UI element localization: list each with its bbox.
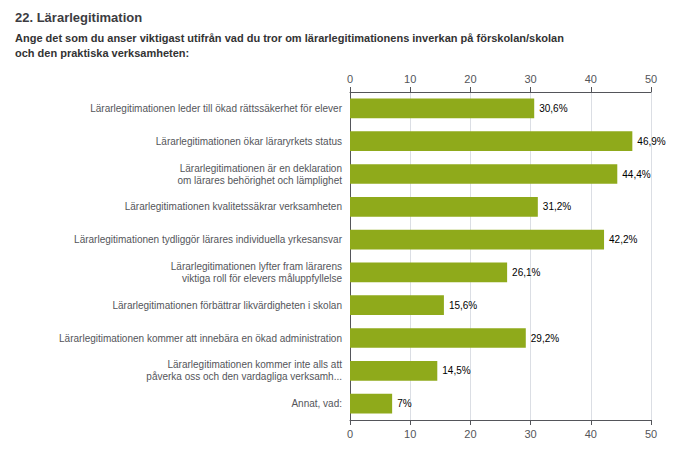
svg-text:40: 40 — [585, 73, 597, 85]
svg-text:46,9%: 46,9% — [637, 136, 665, 147]
svg-text:42,2%: 42,2% — [609, 234, 637, 245]
svg-text:26,1%: 26,1% — [512, 267, 540, 278]
svg-text:20: 20 — [464, 73, 476, 85]
svg-text:Lärarlegitimationen ökar lärar: Lärarlegitimationen ökar läraryrkets sta… — [156, 136, 342, 147]
svg-text:50: 50 — [645, 73, 657, 85]
svg-text:10: 10 — [404, 73, 416, 85]
svg-text:30: 30 — [524, 73, 536, 85]
svg-text:och den praktiska verksamheten: och den praktiska verksamheten: — [15, 47, 189, 59]
svg-text:30: 30 — [524, 428, 536, 440]
svg-text:0: 0 — [347, 73, 353, 85]
svg-text:7%: 7% — [397, 398, 412, 409]
svg-text:Lärarlegitimationen tydliggör: Lärarlegitimationen tydliggör lärares in… — [74, 234, 343, 245]
svg-text:Lärarlegitimationen lyfter fra: Lärarlegitimationen lyfter fram lärarens — [171, 261, 342, 272]
svg-text:Lärarlegitimationen kommer int: Lärarlegitimationen kommer inte alls att — [167, 359, 342, 370]
svg-text:viktiga roll för elevers målup: viktiga roll för elevers måluppfyllelse — [182, 273, 343, 284]
svg-text:Lärarlegitimationen leder till: Lärarlegitimationen leder till ökad rätt… — [90, 103, 342, 114]
svg-text:20: 20 — [464, 428, 476, 440]
svg-text:15,6%: 15,6% — [449, 300, 477, 311]
svg-text:40: 40 — [585, 428, 597, 440]
svg-text:0: 0 — [347, 428, 353, 440]
svg-text:Lärarlegitimationen kvalitetss: Lärarlegitimationen kvalitetssäkrar verk… — [125, 201, 342, 212]
svg-text:Ange det som du anser viktigas: Ange det som du anser viktigast utifrån … — [15, 32, 564, 44]
svg-text:44,4%: 44,4% — [622, 169, 650, 180]
svg-text:22. Lärarlegitimation: 22. Lärarlegitimation — [15, 10, 142, 25]
svg-text:50: 50 — [645, 428, 657, 440]
svg-text:31,2%: 31,2% — [543, 201, 571, 212]
svg-text:om lärares behörighet och lämp: om lärares behörighet och lämplighet — [177, 175, 342, 186]
svg-text:Annat, vad:: Annat, vad: — [291, 398, 342, 409]
svg-text:Lärarlegitimationen kommer att: Lärarlegitimationen kommer att innebära … — [59, 333, 342, 344]
svg-text:Lärarlegitimationen är en dekl: Lärarlegitimationen är en deklaration — [180, 163, 342, 174]
svg-text:29,2%: 29,2% — [531, 333, 559, 344]
svg-text:påverka oss och den vardagliga: påverka oss och den vardagliga verksamh.… — [146, 371, 342, 382]
svg-text:30,6%: 30,6% — [539, 103, 567, 114]
svg-text:14,5%: 14,5% — [442, 365, 470, 376]
svg-text:10: 10 — [404, 428, 416, 440]
svg-text:Lärarlegitimationen förbättrar: Lärarlegitimationen förbättrar likvärdig… — [112, 300, 342, 311]
